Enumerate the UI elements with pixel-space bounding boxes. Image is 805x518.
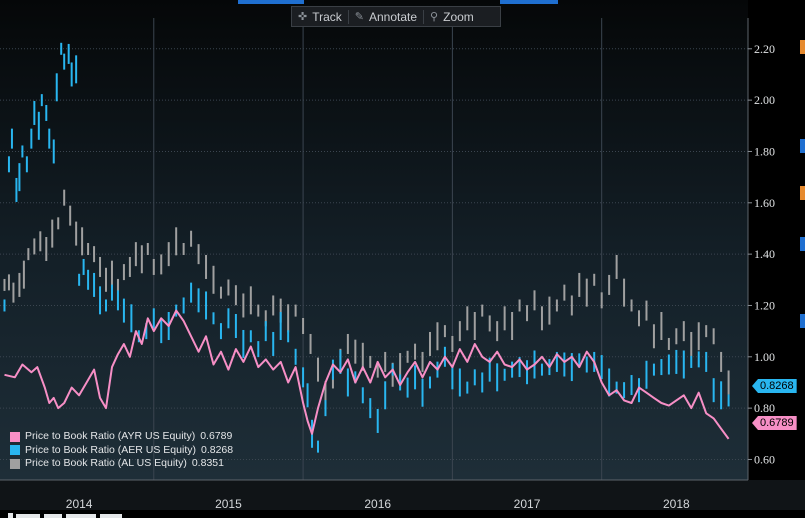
top-blue-tab-left <box>238 0 304 4</box>
y-tick-label: 0.60 <box>754 452 775 466</box>
x-axis-year-labels: 2014 2015 2016 2017 2018 <box>66 497 690 511</box>
legend-label-ayr: Price to Book Ratio (AYR US Equity) <box>25 430 196 442</box>
magnifier-icon: ⚲ <box>430 11 439 23</box>
legend-swatch-ayr <box>10 431 20 442</box>
legend-item-al[interactable]: Price to Book Ratio (AL US Equity) 0.835… <box>10 457 233 471</box>
series-layer <box>3 42 730 453</box>
edge-marker-blue-1 <box>800 139 805 153</box>
y-tick-label: 1.40 <box>754 247 775 261</box>
x-year-label: 2017 <box>514 497 541 511</box>
zoom-label: Zoom <box>443 9 474 24</box>
y-axis-ticks: 0.60 0.80 1.00 1.20 1.40 1.60 1.80 2.00 2.20 <box>748 42 775 466</box>
bottom-title-fragment <box>0 510 805 518</box>
plot-background <box>0 0 748 480</box>
legend-value-aer: 0.8268 <box>200 443 234 456</box>
track-label: Track <box>312 9 342 24</box>
y-tick-label: 2.20 <box>754 42 775 56</box>
x-axis-band <box>0 480 805 510</box>
x-year-label: 2015 <box>215 497 242 511</box>
edge-marker-blue-2 <box>800 237 805 251</box>
y-tick-label: 1.00 <box>754 350 775 364</box>
annotate-label: Annotate <box>369 9 418 24</box>
last-value-badge-aer: 0.8268 <box>752 379 797 393</box>
legend-label-aer: Price to Book Ratio (AER US Equity) <box>25 443 196 456</box>
x-year-label: 2016 <box>364 497 391 511</box>
legend-item-aer[interactable]: Price to Book Ratio (AER US Equity) 0.82… <box>10 444 233 458</box>
edge-marker-orange-2 <box>800 186 805 200</box>
axis-background <box>748 0 805 480</box>
x-year-label: 2018 <box>663 497 690 511</box>
y-tick-label: 1.20 <box>754 298 775 312</box>
legend-swatch-al <box>10 458 20 469</box>
legend-item-ayr[interactable]: Price to Book Ratio (AYR US Equity) 0.67… <box>10 430 233 444</box>
y-tick-label: 1.80 <box>754 144 775 158</box>
edge-marker-blue-3 <box>800 314 805 328</box>
y-tick-label: 0.80 <box>754 401 775 415</box>
toolbar-separator <box>423 9 425 24</box>
zoom-button[interactable]: ⚲ Zoom <box>424 7 480 26</box>
crosshair-icon: ✜ <box>298 11 308 23</box>
chart-legend: Price to Book Ratio (AYR US Equity) 0.67… <box>10 430 233 471</box>
toolbar-separator <box>347 9 349 24</box>
chart-toolbar: ✜ Track ✎ Annotate ⚲ Zoom <box>291 6 501 27</box>
series-line-ayr <box>4 309 730 440</box>
legend-label-al: Price to Book Ratio (AL US Equity) <box>25 457 187 469</box>
top-blue-tab-right <box>500 0 558 4</box>
legend-swatch-aer <box>10 445 20 456</box>
edge-marker-orange-1 <box>800 40 805 54</box>
y-tick-label: 1.60 <box>754 196 775 210</box>
track-button[interactable]: ✜ Track <box>292 7 348 26</box>
x-year-label: 2014 <box>66 497 93 511</box>
pencil-icon: ✎ <box>354 11 364 23</box>
series-group <box>3 189 730 410</box>
legend-value-al: 0.8351 <box>191 457 224 469</box>
legend-value-ayr: 0.6789 <box>200 430 233 442</box>
series-group <box>4 309 730 440</box>
annotate-button[interactable]: ✎ Annotate <box>349 7 423 26</box>
last-value-badge-ayr: 0.6789 <box>752 416 797 430</box>
y-tick-label: 2.00 <box>754 93 775 107</box>
